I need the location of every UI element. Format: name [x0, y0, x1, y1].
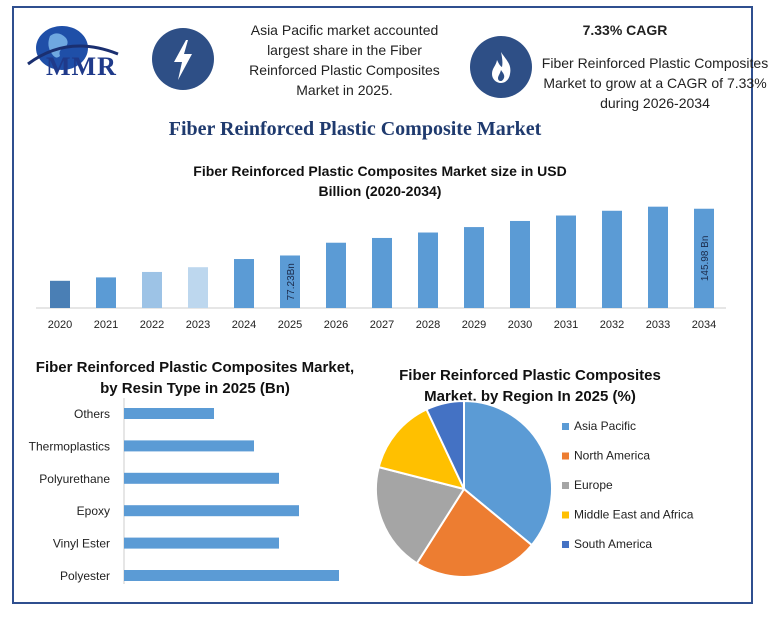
resin-chart-title: Fiber Reinforced Plastic Composites Mark…	[35, 359, 355, 397]
market-size-bar-chart: 2020 2021 2022 2023 2024 2025 77.23Bn 2026 2027 2…	[36, 206, 726, 331]
bar-tick-label: 2025	[278, 319, 302, 331]
legend-swatch	[562, 452, 569, 460]
hbar-polyurethane	[124, 472, 279, 484]
legend-swatch	[562, 482, 569, 489]
pie-slice-north-america	[415, 487, 534, 578]
hbar-polyester	[124, 570, 339, 581]
hbar-vinyl-ester	[124, 537, 279, 549]
flame-icon	[470, 36, 532, 98]
resin-type-bar-chart: Others Thermoplastics Polyurethane Epoxy Vin…	[29, 398, 339, 584]
info-cagr: Fiber Reinforced Plastic Composites Mark…	[541, 55, 768, 111]
main-title: Fiber Reinforced Plastic Composite Marke…	[168, 118, 542, 140]
legend-swatch	[562, 511, 569, 519]
logo-text: MMR	[46, 52, 117, 81]
hbar-thermoplastics	[124, 440, 254, 452]
region-pie-chart: Asia Pacific North America Europe Middle Ea…	[375, 400, 694, 578]
mmr-logo	[27, 26, 119, 70]
bar-tick-label: 2022	[140, 319, 164, 331]
hbar-others	[124, 408, 214, 419]
bar-tick-label: 2024	[232, 319, 256, 331]
bar-data-label: 77.23Bn	[286, 263, 297, 300]
pie-slice-asia-pacific	[463, 400, 553, 547]
hbar-category-label: Others	[74, 407, 110, 421]
bar-2027	[372, 237, 392, 308]
legend-label: Middle East and Africa	[574, 508, 694, 522]
hbar-category-label: Vinyl Ester	[53, 537, 110, 551]
pie-slice-europe	[375, 465, 466, 565]
bar-2021	[96, 277, 116, 308]
bar-2033	[648, 206, 668, 308]
bar-tick-label: 2026	[324, 319, 348, 331]
bar-tick-label: 2032	[600, 319, 624, 331]
cagr-title: 7.33% CAGR	[582, 22, 668, 38]
bar-tick-label: 2027	[370, 319, 394, 331]
legend-label: Europe	[574, 478, 613, 492]
bar-2029	[464, 227, 484, 308]
bar-tick-label: 2033	[646, 319, 670, 331]
bar-tick-label: 2034	[692, 319, 716, 331]
bar-tick-label: 2021	[94, 319, 118, 331]
bar-tick-label: 2029	[462, 319, 486, 331]
bar-2030	[510, 220, 530, 308]
bar-tick-label: 2031	[554, 319, 578, 331]
bar-tick-label: 2030	[508, 319, 532, 331]
bar-2034	[694, 208, 714, 308]
pie-slice-middle-east-and-africa	[377, 408, 466, 491]
pie-slice-south-america	[425, 400, 465, 490]
bar-2022	[142, 271, 162, 308]
hbar-category-label: Polyester	[60, 569, 110, 583]
hbar-category-label: Thermoplastics	[29, 439, 110, 453]
legend-swatch	[562, 541, 569, 548]
hbar-category-label: Epoxy	[77, 504, 110, 518]
bar-2031	[556, 215, 576, 308]
bar-2026	[326, 242, 346, 308]
infographic-frame	[12, 6, 753, 604]
legend-label: South America	[574, 537, 652, 551]
bar-2020	[50, 280, 70, 308]
bar-chart-title: Fiber Reinforced Plastic Composites Mark…	[193, 163, 567, 199]
legend-label: Asia Pacific	[574, 419, 636, 433]
legend-swatch	[562, 423, 569, 430]
lightning-bolt-icon	[152, 28, 214, 90]
region-chart-title: Fiber Reinforced Plastic Composites Mark…	[399, 367, 661, 405]
bar-tick-label: 2028	[416, 319, 440, 331]
bar-data-label: 145.98 Bn	[700, 236, 711, 282]
hbar-epoxy	[124, 505, 299, 517]
hbar-category-label: Polyurethane	[39, 472, 110, 486]
bar-tick-label: 2023	[186, 319, 210, 331]
bar-2024	[234, 259, 254, 308]
info-asia-pacific: Asia Pacific market accounted largest sh…	[249, 22, 440, 98]
bar-2025	[280, 255, 300, 308]
bar-2023	[188, 267, 208, 308]
bar-2032	[602, 210, 622, 308]
legend-label: North America	[574, 449, 650, 463]
bar-2028	[418, 232, 438, 308]
bar-tick-label: 2020	[48, 319, 72, 331]
